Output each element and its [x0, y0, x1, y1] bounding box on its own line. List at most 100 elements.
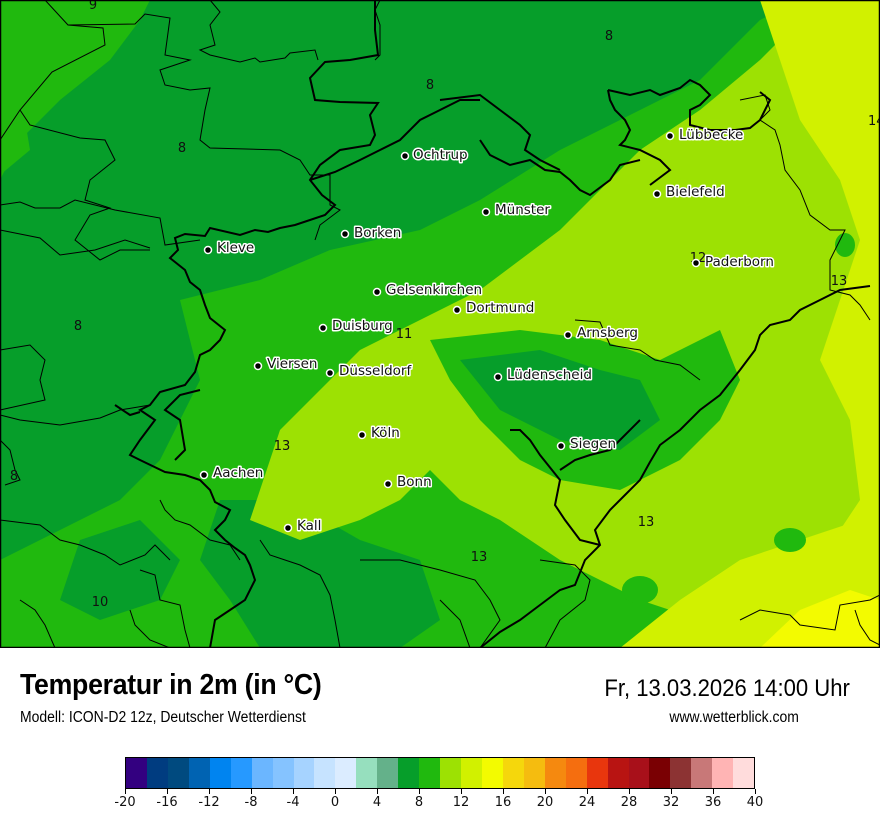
colorbar-tick — [502, 789, 504, 794]
contour-label: 13 — [274, 439, 291, 454]
contour-label: 8 — [178, 141, 186, 156]
colorbar-tick-label: 0 — [330, 795, 340, 810]
colorbar-segment — [209, 758, 231, 788]
colorbar-segment — [398, 758, 420, 788]
city-viersen: Viersen — [253, 355, 319, 374]
colorbar-segment — [272, 758, 294, 788]
colorbar-tick-label: 28 — [620, 795, 638, 810]
contour-label: 9 — [89, 0, 97, 13]
svg-text:Lüdenscheid: Lüdenscheid — [507, 367, 592, 383]
colorbar-segment — [419, 758, 441, 788]
colorbar-segment — [461, 758, 482, 788]
colorbar-tick-label: 12 — [452, 795, 470, 810]
colorbar-tick — [712, 789, 714, 794]
colorbar-segment — [712, 758, 734, 788]
svg-text:Münster: Münster — [495, 202, 550, 218]
colorbar-ticks: -20 -16 -12 -8 -4 0 4 8 12 16 20 24 28 32 36 40 — [114, 789, 763, 819]
colorbar-tick — [460, 789, 462, 794]
city-duisburg: Duisburg — [318, 317, 394, 336]
colorbar-tick — [544, 789, 546, 794]
colorbar-segment — [230, 758, 252, 788]
city-ochtrup: Ochtrup — [400, 146, 469, 165]
contour-label: 13 — [471, 550, 488, 565]
colorbar-tick-label: 16 — [494, 795, 512, 810]
contour-label: 8 — [74, 319, 82, 334]
colorbar-segment — [188, 758, 210, 788]
colorbar-segment — [440, 758, 461, 788]
map-title: Temperatur in 2m (in °C) — [20, 669, 322, 701]
colorbar-segment — [691, 758, 713, 788]
svg-text:Aachen: Aachen — [213, 465, 263, 481]
colorbar-tick-label: -4 — [286, 795, 300, 810]
colorbar-tick-label: 40 — [746, 795, 764, 810]
colorbar-segment — [733, 758, 755, 788]
colorbar-tick-label: -20 — [114, 795, 136, 810]
svg-text:Siegen: Siegen — [570, 436, 616, 452]
colorbar-tick-label: 8 — [414, 795, 424, 810]
svg-text:Viersen: Viersen — [267, 356, 317, 372]
contour-label: 10 — [92, 595, 109, 610]
colorbar-tick — [418, 789, 420, 794]
svg-text:Paderborn: Paderborn — [705, 254, 774, 270]
colorbar-tick-label: -16 — [156, 795, 178, 810]
colorbar-tick — [628, 789, 630, 794]
svg-text:Arnsberg: Arnsberg — [577, 325, 638, 341]
svg-text:Duisburg: Duisburg — [332, 318, 393, 334]
svg-text:Köln: Köln — [371, 425, 400, 441]
website-credit: www.wetterblick.com — [669, 709, 799, 726]
city-paderborn: Paderborn — [691, 253, 775, 272]
colorbar-tick-label: -8 — [244, 795, 258, 810]
colorbar-tick — [586, 789, 588, 794]
colorbar-segment — [146, 758, 168, 788]
contour-label: 13 — [638, 515, 655, 530]
map-canvas: 9 8 8 8 14 12 13 8 11 13 8 13 13 10 Ocht… — [0, 0, 880, 648]
colorbar-tick-label: 32 — [662, 795, 680, 810]
city-kall: Kall — [283, 517, 323, 536]
contour-label: 8 — [605, 29, 613, 44]
colorbar-tick — [124, 789, 126, 794]
colorbar-segment — [377, 758, 399, 788]
temperature-colorbar — [125, 757, 755, 789]
colorbar-segment — [335, 758, 357, 788]
colorbar-tick-label: 24 — [578, 795, 596, 810]
colorbar-tick-label: -12 — [198, 795, 220, 810]
contour-label: 13 — [831, 274, 848, 289]
city-duesseldorf: Düsseldorf — [325, 362, 414, 381]
colorbar-tick — [250, 789, 252, 794]
city-markers: Ochtrup Lübbecke Bielefeld Münster Borke… — [199, 126, 775, 536]
city-luedenscheid: Lüdenscheid — [493, 366, 593, 385]
city-luebbecke: Lübbecke — [665, 126, 745, 145]
city-koeln: Köln — [357, 424, 401, 443]
svg-text:Düsseldorf: Düsseldorf — [339, 363, 412, 379]
city-dortmund: Dortmund — [452, 299, 536, 318]
colorbar-segment — [670, 758, 692, 788]
city-gelsenkirchen: Gelsenkirchen — [372, 281, 484, 300]
svg-text:Gelsenkirchen: Gelsenkirchen — [386, 282, 482, 298]
colorbar-segment — [293, 758, 315, 788]
svg-text:Ochtrup: Ochtrup — [413, 147, 468, 163]
colorbar-segment — [544, 758, 566, 788]
colorbar-tick — [376, 789, 378, 794]
colorbar-segment — [607, 758, 629, 788]
city-muenster: Münster — [481, 201, 552, 220]
colorbar-segment — [481, 758, 503, 788]
svg-text:Borken: Borken — [354, 225, 401, 241]
city-borken: Borken — [340, 224, 403, 243]
svg-text:Kleve: Kleve — [217, 240, 254, 256]
colorbar-segment — [565, 758, 587, 788]
svg-text:Lübbecke: Lübbecke — [679, 127, 743, 143]
valid-datetime: Fr, 13.03.2026 14:00 Uhr — [604, 675, 850, 702]
temperature-map: 9 8 8 8 14 12 13 8 11 13 8 13 13 10 Ocht… — [0, 0, 880, 648]
colorbar-tick-label: 4 — [372, 795, 382, 810]
colorbar-segment — [586, 758, 608, 788]
city-arnsberg: Arnsberg — [563, 324, 639, 343]
colorbar-segment — [649, 758, 671, 788]
city-kleve: Kleve — [203, 239, 256, 258]
colorbar-segment — [502, 758, 524, 788]
contour-label: 11 — [396, 327, 413, 342]
colorbar-tick — [754, 789, 756, 794]
svg-text:Bielefeld: Bielefeld — [666, 184, 725, 200]
contour-label: 8 — [426, 78, 434, 93]
colorbar-segment — [628, 758, 650, 788]
colorbar-tick — [166, 789, 168, 794]
